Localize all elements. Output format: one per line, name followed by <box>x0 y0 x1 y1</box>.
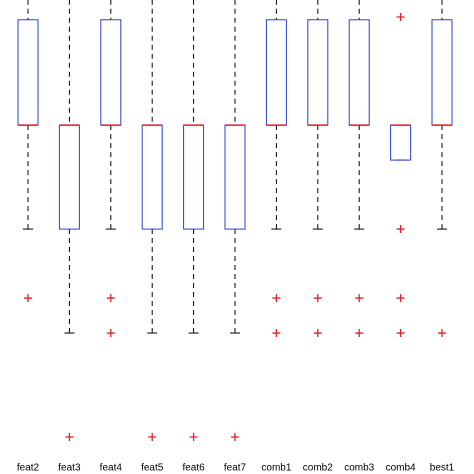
x-tick-label: comb3 <box>344 463 374 474</box>
outlier <box>189 433 198 441</box>
box <box>431 19 453 126</box>
plot-area <box>17 0 453 441</box>
box <box>265 19 287 126</box>
outlier <box>272 329 281 338</box>
box <box>348 19 370 126</box>
x-tick-label: feat5 <box>141 463 164 474</box>
outlier <box>106 294 115 303</box>
outlier <box>24 294 32 303</box>
x-tick-label: comb2 <box>303 463 333 474</box>
box <box>183 124 205 230</box>
x-tick-label: best1 <box>430 463 455 474</box>
outlier <box>65 433 74 441</box>
outlier <box>313 294 322 303</box>
x-tick-label: feat7 <box>224 463 247 474</box>
box <box>390 124 412 161</box>
box <box>58 124 80 230</box>
outlier <box>148 433 157 441</box>
outlier <box>355 294 364 303</box>
x-tick-label: feat2 <box>17 463 40 474</box>
outlier <box>231 433 239 441</box>
x-tick-label: comb4 <box>386 463 416 474</box>
x-tick-label: feat6 <box>182 463 205 474</box>
outlier <box>396 225 405 234</box>
outlier <box>396 294 405 303</box>
x-tick-label: feat4 <box>100 463 123 474</box>
outlier <box>396 13 405 22</box>
box <box>17 19 39 126</box>
outlier <box>272 294 281 303</box>
outlier <box>438 329 446 338</box>
x-tick-label: comb1 <box>261 463 291 474</box>
outlier <box>355 329 364 338</box>
outlier <box>106 329 115 338</box>
box <box>224 124 246 230</box>
outlier <box>313 329 322 338</box>
x-tick-label: feat3 <box>58 463 81 474</box>
outlier <box>396 329 405 338</box>
box <box>307 19 329 126</box>
box <box>100 19 122 126</box>
box <box>141 124 163 230</box>
